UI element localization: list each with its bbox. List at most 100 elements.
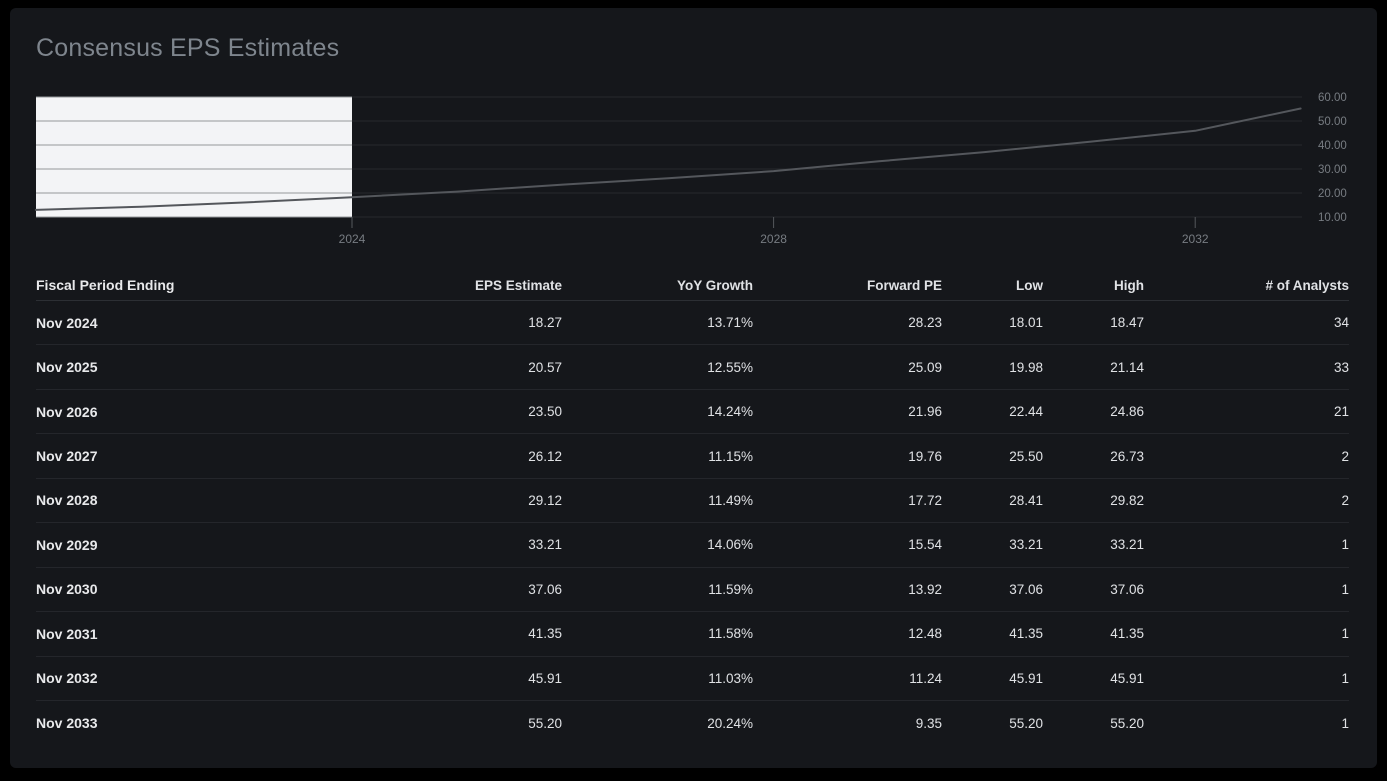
eps-line [34,107,1302,211]
cell-yoy-growth: 14.24% [707,404,753,420]
cell-high: 41.35 [1110,626,1144,642]
page-title: Consensus EPS Estimates [36,34,340,62]
cell-forward-pe: 12.48 [908,626,942,642]
cell-low: 28.41 [1009,492,1043,508]
table-row: Nov 2031 41.35 11.58% 12.48 41.35 41.35 1 [36,612,1349,657]
y-axis-label: 20.00 [1318,188,1347,200]
cell-yoy-growth: 11.58% [708,626,753,642]
cell-forward-pe: 21.96 [908,404,942,420]
cell-fiscal-period-ending: Nov 2025 [36,359,98,376]
cell-high: 21.14 [1110,359,1144,375]
cell-forward-pe: 28.23 [908,315,942,331]
cell-low: 55.20 [1009,715,1043,731]
eps-chart[interactable]: 60.00 50.00 40.00 30.00 20.00 10.00 2024 2028 20… [10,8,1377,258]
cell-analysts-count: 2 [1341,448,1349,464]
header-cell-forward-pe: Forward PE [866,277,942,293]
cell-low: 25.50 [1009,448,1043,464]
cell-fiscal-period-ending: Nov 2027 [36,448,98,465]
table-header-row: Fiscal Period Ending EPS Estimate YoY Grow… [36,266,1349,301]
cell-high: 26.73 [1110,448,1144,464]
cell-forward-pe: 15.54 [908,537,942,553]
cell-forward-pe: 25.09 [908,359,942,375]
cell-analysts-count: 33 [1333,359,1349,375]
cell-analysts-count: 2 [1341,492,1349,508]
cell-eps-estimate: 20.57 [528,359,562,375]
table-row: Nov 2027 26.12 11.15% 19.76 25.50 26.73 2 [36,434,1349,479]
cell-eps-estimate: 23.50 [528,404,562,420]
cell-eps-estimate: 45.91 [528,670,562,686]
cell-high: 29.82 [1110,492,1144,508]
cell-high: 37.06 [1110,581,1144,597]
header-cell-yoy-growth: YoY Growth [676,277,753,293]
cell-fiscal-period-ending: Nov 2028 [36,492,98,509]
cell-fiscal-period-ending: Nov 2031 [36,625,98,642]
x-axis-label: 2028 [760,232,787,246]
y-axis-label: 50.00 [1318,116,1347,128]
cell-low: 37.06 [1009,581,1043,597]
cell-low: 33.21 [1009,537,1043,553]
cell-low: 41.35 [1009,626,1043,642]
estimates-table: Fiscal Period Ending EPS Estimate YoY Grow… [36,266,1349,745]
cell-eps-estimate: 18.27 [528,315,562,331]
consensus-eps-panel: Consensus EPS Estimates 60.00 50.00 40.00 3… [10,8,1377,768]
header-cell-analysts-count: # of Analysts [1265,277,1349,293]
x-axis-label: 2024 [339,232,366,246]
cell-analysts-count: 1 [1341,670,1349,686]
cell-yoy-growth: 11.59% [708,581,753,597]
cell-fiscal-period-ending: Nov 2024 [36,314,98,331]
cell-analysts-count: 34 [1333,315,1349,331]
cell-analysts-count: 1 [1341,626,1349,642]
cell-yoy-growth: 14.06% [707,537,753,553]
cell-high: 55.20 [1110,715,1144,731]
table-row: Nov 2028 29.12 11.49% 17.72 28.41 29.82 2 [36,479,1349,524]
cell-fiscal-period-ending: Nov 2026 [36,403,98,420]
cell-forward-pe: 17.72 [908,492,942,508]
cell-forward-pe: 9.35 [915,715,942,731]
table-row: Nov 2025 20.57 12.55% 25.09 19.98 21.14 33 [36,345,1349,390]
cell-analysts-count: 1 [1341,581,1349,597]
cell-fiscal-period-ending: Nov 2029 [36,536,98,553]
x-axis-label: 2032 [1182,232,1209,246]
cell-forward-pe: 13.92 [908,581,942,597]
cell-eps-estimate: 33.21 [528,537,562,553]
cell-forward-pe: 19.76 [908,448,942,464]
header-cell-high: High [1114,277,1144,293]
table-row: Nov 2030 37.06 11.59% 13.92 37.06 37.06 1 [36,568,1349,613]
cell-forward-pe: 11.24 [909,670,942,686]
y-axis-label: 40.00 [1318,140,1347,152]
cell-high: 24.86 [1110,404,1144,420]
cell-fiscal-period-ending: Nov 2032 [36,670,98,687]
cell-analysts-count: 21 [1333,404,1349,420]
eps-chart-svg[interactable]: 60.00 50.00 40.00 30.00 20.00 10.00 2024 2028 20… [10,8,1377,258]
cell-analysts-count: 1 [1341,715,1349,731]
cell-eps-estimate: 41.35 [528,626,562,642]
cell-yoy-growth: 12.55% [707,359,753,375]
table-row: Nov 2029 33.21 14.06% 15.54 33.21 33.21 1 [36,523,1349,568]
header-cell-low: Low [1016,277,1043,293]
cell-yoy-growth: 11.03% [708,670,753,686]
y-axis-label: 10.00 [1318,212,1347,224]
table-row: Nov 2026 23.50 14.24% 21.96 22.44 24.86 21 [36,390,1349,435]
cell-fiscal-period-ending: Nov 2030 [36,581,98,598]
cell-low: 22.44 [1009,404,1043,420]
cell-high: 18.47 [1110,315,1144,331]
cell-yoy-growth: 13.71% [707,315,753,331]
cell-yoy-growth: 11.15% [708,448,753,464]
cell-low: 45.91 [1009,670,1043,686]
y-axis-label: 60.00 [1318,92,1347,104]
cell-fiscal-period-ending: Nov 2033 [36,715,98,732]
table-row: Nov 2033 55.20 20.24% 9.35 55.20 55.20 1 [36,701,1349,745]
cell-low: 18.01 [1009,315,1043,331]
historical-highlight-region [36,97,352,217]
cell-eps-estimate: 37.06 [528,581,562,597]
cell-eps-estimate: 55.20 [528,715,562,731]
cell-yoy-growth: 11.49% [708,492,753,508]
table-row: Nov 2024 18.27 13.71% 28.23 18.01 18.47 34 [36,301,1349,346]
cell-low: 19.98 [1009,359,1043,375]
cell-yoy-growth: 20.24% [707,715,753,731]
table-row: Nov 2032 45.91 11.03% 11.24 45.91 45.91 1 [36,657,1349,701]
header-cell-eps-estimate: EPS Estimate [474,277,562,293]
header-cell-fiscal-period-ending: Fiscal Period Ending [36,277,175,293]
cell-analysts-count: 1 [1341,537,1349,553]
cell-high: 33.21 [1110,537,1144,553]
